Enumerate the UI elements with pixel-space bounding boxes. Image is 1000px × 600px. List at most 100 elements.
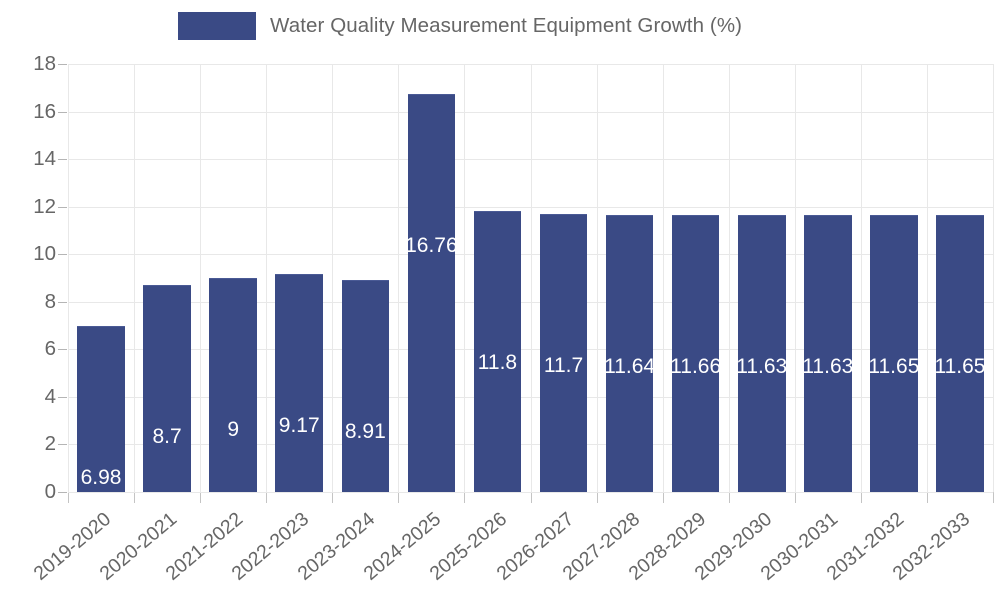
x-axis-tick-mark	[927, 493, 928, 503]
bar-slot: 11.63	[729, 64, 795, 492]
bar-slot: 11.65	[861, 64, 927, 492]
x-axis-tick-mark	[332, 493, 333, 503]
y-axis-tick-mark	[58, 301, 67, 303]
gridline-vertical	[398, 64, 399, 492]
gridline-vertical	[200, 64, 201, 492]
bar-slot: 11.64	[597, 64, 663, 492]
x-axis-tick-mark	[531, 493, 532, 503]
y-axis-tick-mark	[58, 349, 67, 351]
gridline-vertical	[993, 64, 994, 492]
x-axis-tick-mark	[68, 493, 69, 503]
gridline-vertical	[597, 64, 598, 492]
bar-value-label: 16.76	[405, 233, 458, 257]
gridline-horizontal	[68, 349, 993, 351]
x-axis-tick-mark	[200, 493, 201, 503]
bar-slot: 9.17	[266, 64, 332, 492]
bar-value-label: 8.91	[344, 420, 386, 444]
y-axis-tick-label: 18	[33, 52, 56, 75]
bar[interactable]: 11.7	[539, 213, 588, 492]
bar-slot: 11.8	[464, 64, 530, 492]
gridline-vertical	[795, 64, 796, 492]
y-axis-tick-label: 8	[44, 289, 56, 313]
bar-slot: 11.65	[927, 64, 993, 492]
bar-slot: 11.66	[663, 64, 729, 492]
bar-value-label: 11.66	[670, 354, 722, 378]
gridline-vertical	[531, 64, 532, 492]
gridline-vertical	[663, 64, 664, 492]
plot-area: 6.98 8.7 9 9.17 8.91 16.76 11.8 11.7 11.64 11.66 1…	[68, 64, 994, 493]
bar[interactable]: 16.76	[405, 93, 458, 492]
y-axis-tick-mark	[58, 111, 67, 113]
x-axis-tick-mark	[398, 493, 399, 503]
chart-legend[interactable]: Water Quality Measurement Equipment Grow…	[178, 12, 742, 40]
bar[interactable]: 11.66	[670, 214, 722, 492]
y-axis-tick-label: 6	[44, 337, 56, 361]
gridline-vertical	[927, 64, 928, 492]
gridline-horizontal	[68, 111, 993, 113]
bar[interactable]: 8.91	[341, 280, 390, 492]
bar-value-label: 11.8	[477, 351, 518, 375]
x-axis-tick-mark	[861, 493, 862, 503]
y-axis-tick-label: 10	[33, 242, 56, 266]
y-axis-tick-mark	[58, 206, 67, 208]
bar-value-label: 11.65	[934, 355, 986, 378]
gridline-vertical	[861, 64, 862, 492]
x-axis-tick-mark	[134, 493, 135, 503]
bar[interactable]: 8.7	[143, 285, 191, 492]
y-axis-tick-mark	[58, 64, 67, 65]
x-axis-tick-mark	[993, 493, 994, 503]
y-axis-tick-label: 0	[44, 480, 56, 503]
bar[interactable]: 11.63	[736, 215, 788, 492]
x-axis-tick-mark	[663, 493, 664, 503]
gridline-horizontal	[68, 301, 993, 303]
x-axis-tick-mark	[597, 493, 598, 503]
bar-slot: 8.7	[134, 64, 200, 492]
gridline-horizontal	[68, 206, 993, 208]
gridline-vertical	[464, 64, 465, 492]
bar-slot: 9	[200, 64, 266, 492]
bar-slot: 6.98	[68, 64, 134, 492]
legend-color-swatch	[178, 12, 256, 40]
gridline-vertical	[332, 64, 333, 492]
gridline-horizontal	[68, 444, 993, 446]
bar-value-label: 11.7	[543, 353, 584, 377]
x-axis-tick-mark	[266, 493, 267, 503]
gridline-horizontal	[68, 396, 993, 398]
bar[interactable]: 11.64	[604, 215, 656, 492]
bar-slot: 11.63	[795, 64, 861, 492]
bar[interactable]: 11.65	[934, 215, 986, 492]
bar-value-label: 11.65	[868, 355, 920, 378]
bar[interactable]: 11.65	[868, 215, 920, 492]
y-axis-tick-label: 4	[44, 384, 56, 408]
bar-value-label: 6.98	[80, 466, 122, 490]
bar-slot: 16.76	[398, 64, 464, 492]
gridline-horizontal	[68, 64, 993, 65]
bar[interactable]: 11.8	[473, 211, 522, 492]
legend-label: Water Quality Measurement Equipment Grow…	[270, 14, 743, 37]
bar-slot: 8.91	[332, 64, 398, 492]
y-axis-tick-mark	[58, 254, 67, 256]
x-axis-tick-mark	[464, 493, 465, 503]
y-axis-tick-label: 2	[44, 432, 56, 456]
bar[interactable]: 9	[209, 278, 257, 492]
y-axis-tick-mark	[58, 444, 67, 446]
bar[interactable]: 6.98	[77, 326, 125, 492]
bar-slot: 11.7	[531, 64, 597, 492]
x-axis-tick-mark	[795, 493, 796, 503]
gridline-vertical	[134, 64, 135, 492]
gridline-vertical	[68, 64, 69, 492]
y-axis-tick-label: 16	[33, 99, 56, 123]
y-axis-tick-label: 12	[33, 194, 56, 218]
y-axis-tick-labels: 0 2 4 6 8 10 12 14 16 18	[0, 0, 56, 600]
bar-value-label: 11.63	[802, 355, 854, 379]
gridline-horizontal	[68, 254, 993, 256]
bar-value-label: 8.7	[152, 425, 182, 449]
bar[interactable]: 11.63	[802, 215, 854, 492]
gridline-vertical	[729, 64, 730, 492]
bar[interactable]: 9.17	[275, 273, 324, 492]
bar-value-label: 11.63	[736, 355, 788, 379]
gridline-vertical	[266, 64, 267, 492]
bar-value-label: 11.64	[604, 355, 656, 379]
gridline-horizontal	[68, 492, 993, 493]
y-axis-tick-mark	[58, 492, 67, 493]
